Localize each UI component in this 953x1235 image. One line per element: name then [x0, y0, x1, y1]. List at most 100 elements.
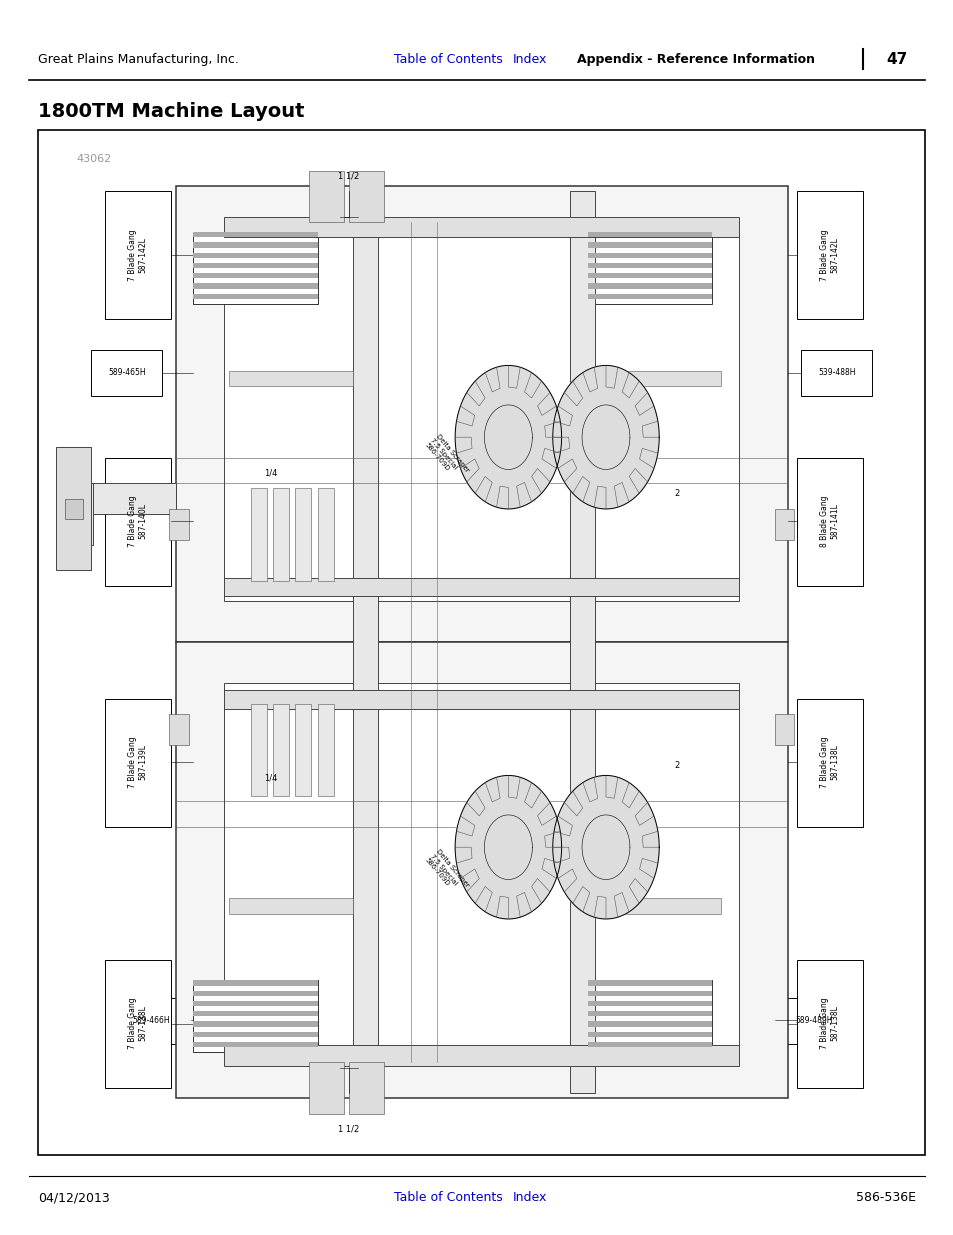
Bar	[588, 981, 712, 986]
Bar	[193, 981, 317, 986]
Bar	[588, 263, 712, 268]
Bar	[588, 990, 712, 995]
Text: 7 Blade Gang
587-142L: 7 Blade Gang 587-142L	[820, 230, 839, 282]
Bar	[224, 690, 739, 709]
Text: Index: Index	[512, 53, 546, 65]
Bar	[224, 683, 739, 1062]
Bar	[193, 242, 317, 247]
Bar	[796, 699, 862, 826]
Bar	[193, 294, 317, 299]
Bar	[229, 370, 353, 385]
Bar	[588, 1000, 712, 1007]
Bar	[193, 1031, 317, 1037]
Bar	[588, 253, 712, 258]
Polygon shape	[455, 776, 561, 919]
Text: 7 Blade Gang
587-138L: 7 Blade Gang 587-138L	[820, 736, 839, 788]
Bar	[570, 191, 595, 1093]
Bar	[91, 350, 162, 396]
Bar	[295, 704, 311, 797]
Bar	[774, 509, 793, 540]
Bar	[193, 232, 317, 237]
Text: 1/4: 1/4	[264, 468, 277, 478]
Bar	[193, 284, 317, 289]
Bar	[193, 1042, 317, 1047]
Bar	[193, 990, 317, 995]
Bar	[295, 488, 311, 580]
Bar	[353, 191, 377, 1093]
FancyBboxPatch shape	[38, 130, 924, 1155]
Bar	[224, 1045, 739, 1066]
Bar	[774, 998, 854, 1044]
Bar	[796, 191, 862, 320]
Bar	[170, 509, 189, 540]
Bar	[588, 1031, 712, 1037]
Bar	[224, 578, 739, 597]
Bar	[56, 447, 91, 571]
Bar	[111, 998, 191, 1044]
Text: Delta Scraper
7.5 Special
586-709D: Delta Scraper 7.5 Special 586-709D	[424, 433, 470, 483]
Text: 7 Blade Gang
587-138L: 7 Blade Gang 587-138L	[820, 998, 839, 1050]
Bar	[273, 704, 289, 797]
Text: 586-536E: 586-536E	[855, 1192, 915, 1204]
Bar	[317, 488, 334, 580]
Text: 7 Blade Gang
587-140L: 7 Blade Gang 587-140L	[128, 495, 148, 547]
Bar	[73, 483, 175, 514]
Text: 1 1/2: 1 1/2	[337, 172, 359, 180]
Bar	[224, 217, 739, 237]
Bar	[193, 253, 317, 258]
Bar	[588, 981, 712, 1052]
Text: Appendix - Reference Information: Appendix - Reference Information	[577, 53, 815, 65]
Bar	[193, 273, 317, 278]
Text: Delta Scraper
7.5 Special
586-709D: Delta Scraper 7.5 Special 586-709D	[424, 848, 470, 898]
Bar	[309, 170, 344, 222]
Bar	[801, 350, 871, 396]
Bar	[796, 960, 862, 1088]
Bar	[588, 294, 712, 299]
Bar	[105, 191, 172, 320]
Text: 2: 2	[674, 761, 679, 769]
Text: 589-489H: 589-489H	[795, 1016, 832, 1025]
Bar	[348, 170, 384, 222]
Bar	[193, 1021, 317, 1026]
Polygon shape	[455, 366, 561, 509]
Bar	[348, 1062, 384, 1114]
Bar	[588, 1042, 712, 1047]
Text: 43062: 43062	[76, 154, 112, 164]
Bar	[175, 642, 787, 1098]
Bar	[588, 1011, 712, 1016]
Text: 1800TM Machine Layout: 1800TM Machine Layout	[38, 101, 304, 121]
Bar	[193, 232, 317, 304]
Polygon shape	[552, 776, 659, 919]
Text: Index: Index	[512, 1192, 546, 1204]
Bar	[588, 284, 712, 289]
Bar	[224, 222, 739, 601]
Text: Great Plains Manufacturing, Inc.: Great Plains Manufacturing, Inc.	[38, 53, 239, 65]
Bar	[588, 242, 712, 247]
Bar	[796, 458, 862, 585]
Bar	[65, 499, 82, 519]
Text: 7 Blade Gang
587-139L: 7 Blade Gang 587-139L	[128, 736, 148, 788]
Bar	[105, 699, 172, 826]
Bar	[175, 186, 787, 642]
Text: 04/12/2013: 04/12/2013	[38, 1192, 110, 1204]
Bar	[193, 263, 317, 268]
Bar	[588, 1021, 712, 1026]
Bar	[309, 1062, 344, 1114]
Text: 589-465H: 589-465H	[108, 368, 146, 377]
Text: 1 1/2: 1 1/2	[337, 1125, 359, 1134]
Bar	[193, 1011, 317, 1016]
Text: 2: 2	[674, 489, 679, 498]
Text: Table of Contents: Table of Contents	[394, 1192, 502, 1204]
Bar	[170, 714, 189, 745]
Text: 1/4: 1/4	[264, 773, 277, 782]
Text: 539-488H: 539-488H	[817, 368, 855, 377]
Bar	[193, 1000, 317, 1007]
Bar	[588, 232, 712, 304]
Text: 589-466H: 589-466H	[132, 1016, 170, 1025]
Bar	[597, 899, 720, 914]
Bar	[105, 458, 172, 585]
Bar	[597, 370, 720, 385]
Text: 7 Blade Gang
587-142L: 7 Blade Gang 587-142L	[128, 230, 148, 282]
Bar	[105, 960, 172, 1088]
Bar	[73, 483, 93, 545]
